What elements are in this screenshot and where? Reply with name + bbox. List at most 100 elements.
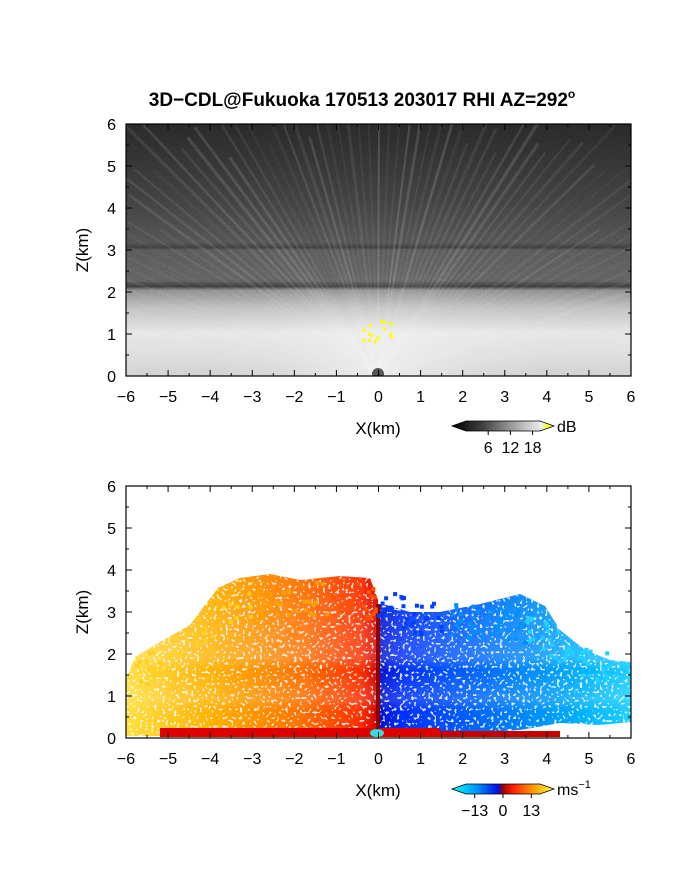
velocity-point <box>562 656 567 661</box>
yellow-speckle <box>369 333 373 337</box>
velocity-point <box>581 673 585 678</box>
velocity-point <box>458 612 463 616</box>
yellow-speckle <box>376 336 380 340</box>
velocity-point <box>346 602 351 607</box>
velocity-point <box>506 637 511 642</box>
colorbar-tick-label: 6 <box>484 440 493 457</box>
velocity-point <box>454 622 459 627</box>
velocity-point <box>158 666 163 671</box>
colorbar-tick-label: 0 <box>499 803 508 820</box>
velocity-point <box>257 616 262 621</box>
velocity-point <box>547 637 552 642</box>
figure-title: 3D−CDL@Fukuoka 170513 203017 RHI AZ=292o <box>149 87 576 111</box>
velocity-point <box>457 619 462 624</box>
velocity-point <box>467 621 472 626</box>
velocity-point <box>497 632 502 637</box>
x-tick-label: −6 <box>117 751 135 768</box>
velocity-point <box>570 650 575 654</box>
velocity-point <box>473 629 478 634</box>
velocity-point <box>579 655 584 660</box>
velocity-point <box>314 600 319 605</box>
velocity-point <box>137 659 142 664</box>
colorbar-tick-label: 12 <box>502 440 520 457</box>
velocity-point <box>508 615 513 620</box>
velocity-point <box>579 651 584 656</box>
yellow-speckle <box>390 335 394 339</box>
velocity-point <box>582 658 587 663</box>
velocity-point <box>157 660 162 665</box>
x-tick-label: 6 <box>627 389 636 406</box>
velocity-ylabel: Z(km) <box>73 590 92 634</box>
velocity-xlabel: X(km) <box>355 781 400 800</box>
velocity-point <box>366 590 371 594</box>
velocity-point <box>338 605 343 610</box>
y-tick-label: 2 <box>107 285 116 302</box>
yellow-speckle <box>389 332 393 336</box>
velocity-point <box>525 620 530 625</box>
velocity-point <box>147 651 152 656</box>
velocity-point <box>286 589 291 594</box>
velocity-point <box>530 616 535 621</box>
velocity-point <box>471 624 476 628</box>
velocity-point <box>564 653 569 658</box>
velocity-point <box>595 677 600 681</box>
velocity-point <box>601 666 606 671</box>
velocity-point <box>350 598 355 603</box>
velocity-point <box>490 632 495 636</box>
velocity-point <box>364 607 369 612</box>
x-tick-label: 1 <box>416 751 425 768</box>
velocity-point <box>506 628 511 633</box>
velocity-point <box>411 620 416 625</box>
velocity-point <box>258 598 263 603</box>
x-tick-label: 3 <box>500 751 509 768</box>
velocity-point <box>557 659 562 664</box>
velocity-point <box>405 617 410 622</box>
x-tick-label: 0 <box>374 751 383 768</box>
velocity-point <box>423 617 428 622</box>
velocity-point <box>583 649 588 654</box>
velocity-point <box>524 641 529 646</box>
colorbar-velocity-bar <box>450 783 556 795</box>
velocity-point <box>302 599 307 604</box>
velocity-point <box>139 679 144 683</box>
reflectivity-xlabel: X(km) <box>355 419 400 438</box>
velocity-point <box>286 613 291 617</box>
velocity-point <box>371 587 376 592</box>
velocity-point <box>344 585 348 589</box>
velocity-point <box>439 629 444 634</box>
colorbar-gray-bar <box>450 420 556 432</box>
x-tick-label: 4 <box>542 389 551 406</box>
velocity-point <box>402 596 406 600</box>
velocity-point <box>263 600 268 605</box>
x-tick-label: 5 <box>584 389 593 406</box>
velocity-point <box>570 652 575 657</box>
velocity-point <box>403 621 408 626</box>
velocity-point <box>325 612 330 617</box>
velocity-point <box>261 606 265 611</box>
velocity-point <box>468 636 473 641</box>
velocity-point <box>528 629 533 634</box>
y-tick-label: 4 <box>107 563 116 580</box>
velocity-point <box>602 670 606 675</box>
y-tick-label: 0 <box>107 731 116 748</box>
velocity-point <box>331 595 336 600</box>
velocity-point <box>588 649 593 654</box>
velocity-point <box>256 593 261 598</box>
x-tick-label: 4 <box>542 751 551 768</box>
velocity-point <box>505 612 510 617</box>
velocity-point <box>412 612 417 617</box>
velocity-point <box>309 611 313 616</box>
velocity-point <box>228 620 233 625</box>
velocity-point <box>604 675 609 680</box>
velocity-point <box>312 613 317 617</box>
velocity-point <box>460 619 465 624</box>
velocity-panel: −6 −5 −4 −3 −2 −1 0 1 2 3 4 5 6 0 1 2 3 4 5 6 X(km) Z(km) m… <box>73 479 636 820</box>
x-tick-label: 6 <box>627 751 636 768</box>
velocity-point <box>436 616 441 620</box>
velocity-point <box>567 645 572 650</box>
y-tick-label: 6 <box>107 479 116 496</box>
yellow-speckle <box>368 332 372 336</box>
velocity-point <box>365 614 370 619</box>
velocity-point <box>175 663 180 668</box>
velocity-point <box>621 664 626 669</box>
